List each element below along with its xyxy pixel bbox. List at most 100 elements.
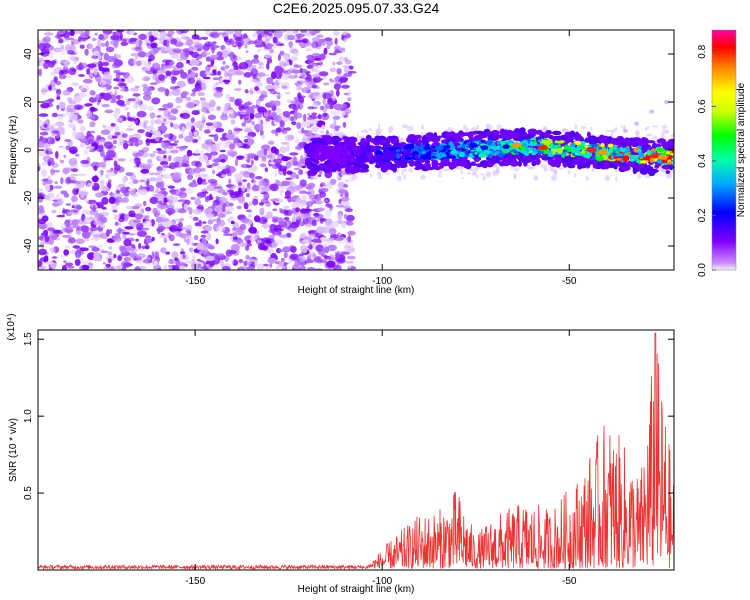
noise-blob xyxy=(157,150,167,155)
noise-blob xyxy=(39,131,49,136)
track-core-blob xyxy=(435,145,444,151)
noise-blob xyxy=(139,179,145,183)
noise-blob xyxy=(84,30,90,37)
noise-blob xyxy=(216,166,226,170)
noise-blob xyxy=(201,36,208,40)
noise-blob xyxy=(244,135,253,139)
noise-blob xyxy=(135,39,139,48)
faint-blob xyxy=(492,170,498,177)
noise-blob xyxy=(249,113,255,120)
y-tick-label: -40 xyxy=(23,238,34,253)
track-blob xyxy=(359,169,369,173)
noise-blob xyxy=(43,123,48,128)
y-tick-label: 40 xyxy=(23,48,34,60)
track-blob xyxy=(418,138,423,145)
noise-blob xyxy=(64,226,74,234)
track-core-blob xyxy=(335,152,340,156)
noise-blob xyxy=(122,262,132,268)
noise-blob xyxy=(129,190,137,196)
noise-blob xyxy=(156,170,163,175)
noise-blob xyxy=(63,249,70,256)
faint-blob xyxy=(388,126,394,132)
faint-blob xyxy=(513,167,520,172)
noise-blob xyxy=(272,230,276,236)
track-blob xyxy=(477,133,483,141)
noise-blob xyxy=(276,155,283,160)
noise-blob xyxy=(302,38,309,44)
noise-blob xyxy=(52,130,60,134)
track-core-blob xyxy=(399,145,403,150)
noise-blob xyxy=(166,204,175,210)
track-blob xyxy=(361,163,370,170)
noise-blob xyxy=(60,69,69,75)
track-blob xyxy=(476,130,484,135)
noise-blob xyxy=(347,89,352,97)
noise-blob xyxy=(138,189,148,196)
noise-blob xyxy=(100,250,109,254)
noise-blob xyxy=(308,244,313,250)
noise-blob xyxy=(263,263,269,267)
noise-blob xyxy=(300,158,306,165)
faint-blob xyxy=(336,174,341,180)
noise-blob xyxy=(197,135,202,141)
x-tick-label: -150 xyxy=(185,576,205,587)
track-blob xyxy=(389,163,397,171)
noise-blob xyxy=(329,67,336,73)
noise-blob xyxy=(306,64,314,69)
snr-x-label: Height of straight line (km) xyxy=(298,584,415,595)
noise-blob xyxy=(40,102,50,109)
noise-blob xyxy=(102,262,106,265)
noise-blob xyxy=(284,190,292,198)
noise-blob xyxy=(101,104,111,108)
noise-blob xyxy=(305,259,314,264)
noise-blob xyxy=(258,61,264,67)
noise-blob xyxy=(328,228,337,235)
noise-blob xyxy=(311,41,319,49)
noise-blob xyxy=(301,42,308,48)
noise-blob xyxy=(257,72,266,77)
noise-blob xyxy=(311,37,321,43)
noise-blob xyxy=(207,178,218,184)
noise-blob xyxy=(234,158,239,167)
track-core-blob xyxy=(613,145,617,151)
noise-blob xyxy=(300,234,306,238)
noise-blob xyxy=(100,129,111,135)
noise-blob xyxy=(308,193,315,200)
noise-blob xyxy=(284,134,295,142)
noise-blob xyxy=(346,71,357,74)
noise-blob xyxy=(194,222,200,227)
noise-blob xyxy=(170,149,179,154)
track-blob xyxy=(643,144,651,148)
faint-blob xyxy=(482,175,487,181)
noise-blob xyxy=(116,254,123,261)
track-core-blob xyxy=(646,149,652,156)
faint-blob xyxy=(585,176,589,182)
noise-blob xyxy=(148,172,156,176)
noise-blob xyxy=(132,93,141,97)
noise-blob xyxy=(221,174,227,178)
noise-blob xyxy=(143,120,149,124)
track-core-blob xyxy=(547,151,553,157)
noise-blob xyxy=(180,71,188,79)
track-core-blob xyxy=(431,156,437,159)
noise-blob xyxy=(122,231,130,235)
noise-blob xyxy=(143,94,152,101)
faint-blob xyxy=(408,168,414,173)
x-tick-label: -100 xyxy=(372,576,392,587)
noise-blob xyxy=(92,204,96,213)
noise-blob xyxy=(289,253,299,260)
noise-blob xyxy=(134,213,144,220)
faint-blob xyxy=(553,169,558,176)
noise-blob xyxy=(191,51,200,59)
track-core-blob xyxy=(637,149,642,154)
noise-blob xyxy=(113,253,117,259)
noise-blob xyxy=(164,39,170,48)
noise-blob xyxy=(257,34,263,41)
noise-blob xyxy=(65,37,75,40)
track-blob xyxy=(656,138,667,144)
noise-blob xyxy=(95,192,104,198)
noise-blob xyxy=(90,226,98,232)
noise-blob xyxy=(156,148,162,151)
noise-blob xyxy=(60,177,64,185)
track-core-blob xyxy=(340,157,346,162)
